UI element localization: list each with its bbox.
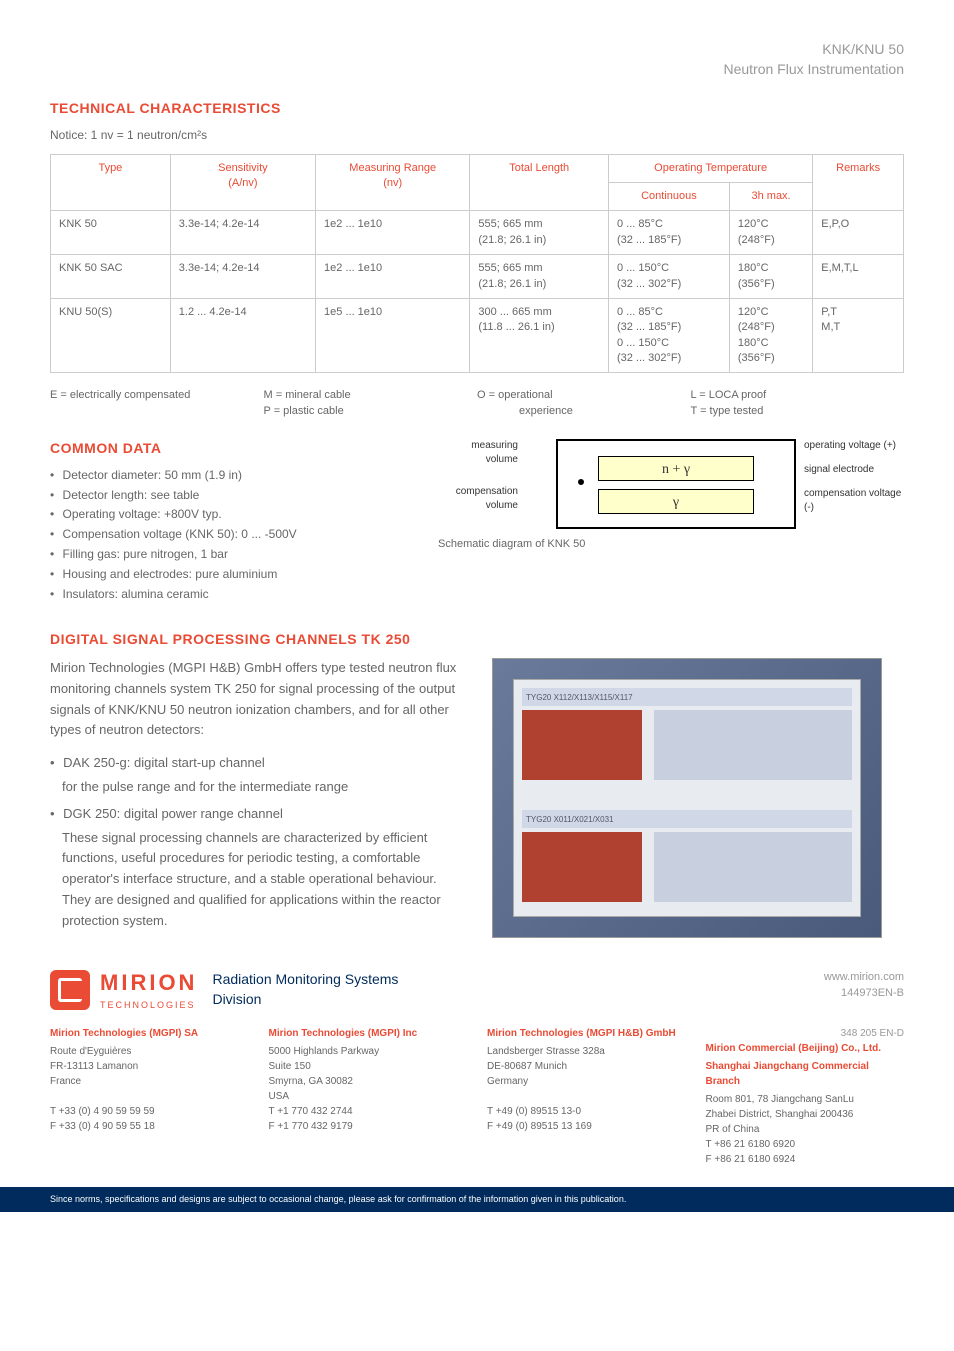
table-cell: KNK 50 bbox=[51, 211, 171, 255]
table-cell: 0 ... 150°C(32 ... 302°F) bbox=[608, 255, 729, 299]
address-block: Mirion Technologies (MGPI) Inc5000 Highl… bbox=[269, 1026, 468, 1167]
table-cell: 3.3e-14; 4.2e-14 bbox=[170, 211, 315, 255]
address-block: Mirion Technologies (MGPI) SARoute d'Eyg… bbox=[50, 1026, 249, 1167]
list-item: Operating voltage: +800V typ. bbox=[50, 506, 408, 523]
schematic-caption: Schematic diagram of KNK 50 bbox=[438, 537, 904, 552]
legend: E = electrically compensated M = mineral… bbox=[50, 388, 904, 419]
table-cell: 1e5 ... 1e10 bbox=[316, 298, 470, 373]
division-text: Radiation Monitoring Systems Division bbox=[212, 970, 398, 1009]
table-cell: 1e2 ... 1e10 bbox=[316, 255, 470, 299]
col-type: Type bbox=[51, 154, 171, 211]
common-title: COMMON DATA bbox=[50, 439, 408, 459]
table-cell: 555; 665 mm(21.8; 26.1 in) bbox=[470, 255, 609, 299]
list-item: Insulators: alumina ceramic bbox=[50, 586, 408, 603]
dsp-screenshot: TYG20 X112/X113/X115/X117 TYG20 X011/X02… bbox=[492, 658, 882, 938]
spec-table: Type Sensitivity(A/nv) Measuring Range(n… bbox=[50, 154, 904, 374]
table-cell: 0 ... 85°C(32 ... 185°F)0 ... 150°C(32 .… bbox=[608, 298, 729, 373]
table-cell: 1.2 ... 4.2e-14 bbox=[170, 298, 315, 373]
table-cell: 180°C(356°F) bbox=[729, 255, 812, 299]
mirion-logo: MIRION TECHNOLOGIES bbox=[50, 968, 197, 1011]
legend-e: E = electrically compensated bbox=[50, 388, 264, 419]
table-cell: E,M,T,L bbox=[813, 255, 904, 299]
col-optemp: Operating Temperature bbox=[608, 154, 812, 182]
col-cont: Continuous bbox=[608, 182, 729, 210]
table-cell: 120°C(248°F) bbox=[729, 211, 812, 255]
doc-header: KNK/KNU 50 Neutron Flux Instrumentation bbox=[50, 40, 904, 79]
col-range: Measuring Range(nv) bbox=[316, 154, 470, 211]
tech-notice: Notice: 1 nv = 1 neutron/cm²s bbox=[50, 127, 904, 144]
legend-o: O = operational experience bbox=[477, 388, 691, 419]
header-line1: KNK/KNU 50 bbox=[50, 40, 904, 60]
list-item: Detector diameter: 50 mm (1.9 in) bbox=[50, 467, 408, 484]
address-block: 348 205 EN-DMirion Commercial (Beijing) … bbox=[706, 1026, 905, 1167]
table-cell: 1e2 ... 1e10 bbox=[316, 211, 470, 255]
header-line2: Neutron Flux Instrumentation bbox=[50, 60, 904, 80]
schematic-diagram: measuring volume compensation volume n +… bbox=[438, 439, 904, 529]
table-cell: KNU 50(S) bbox=[51, 298, 171, 373]
schematic-box: n + γ γ bbox=[556, 439, 796, 529]
dsp-text: Mirion Technologies (MGPI H&B) GmbH offe… bbox=[50, 658, 462, 938]
footer-addresses: Mirion Technologies (MGPI) SARoute d'Eyg… bbox=[50, 1026, 904, 1167]
table-cell: E,P,O bbox=[813, 211, 904, 255]
col-sensitivity: Sensitivity(A/nv) bbox=[170, 154, 315, 211]
col-3h: 3h max. bbox=[729, 182, 812, 210]
legend-mp: M = mineral cable P = plastic cable bbox=[264, 388, 478, 419]
table-cell: 3.3e-14; 4.2e-14 bbox=[170, 255, 315, 299]
table-cell: 555; 665 mm(21.8; 26.1 in) bbox=[470, 211, 609, 255]
common-list: Detector diameter: 50 mm (1.9 in) Detecto… bbox=[50, 467, 408, 603]
list-item: Compensation voltage (KNK 50): 0 ... -50… bbox=[50, 526, 408, 543]
table-cell: 0 ... 85°C(32 ... 185°F) bbox=[608, 211, 729, 255]
list-item: Filling gas: pure nitrogen, 1 bar bbox=[50, 546, 408, 563]
footer-meta: www.mirion.com 144973EN-B bbox=[824, 970, 904, 1001]
table-cell: 300 ... 665 mm(11.8 ... 26.1 in) bbox=[470, 298, 609, 373]
footer-disclaimer: Since norms, specifications and designs … bbox=[0, 1187, 954, 1212]
table-cell: P,TM,T bbox=[813, 298, 904, 373]
list-item: Housing and electrodes: pure aluminium bbox=[50, 566, 408, 583]
list-item: Detector length: see table bbox=[50, 487, 408, 504]
address-block: Mirion Technologies (MGPI H&B) GmbHLands… bbox=[487, 1026, 686, 1167]
col-remarks: Remarks bbox=[813, 154, 904, 211]
dsp-title: DIGITAL SIGNAL PROCESSING CHANNELS TK 25… bbox=[50, 630, 904, 650]
logo-icon bbox=[50, 970, 90, 1010]
tech-title: TECHNICAL CHARACTERISTICS bbox=[50, 99, 904, 119]
table-cell: 120°C(248°F)180°C(356°F) bbox=[729, 298, 812, 373]
table-cell: KNK 50 SAC bbox=[51, 255, 171, 299]
col-length: Total Length bbox=[470, 154, 609, 211]
legend-lt: L = LOCA proof T = type tested bbox=[691, 388, 905, 419]
